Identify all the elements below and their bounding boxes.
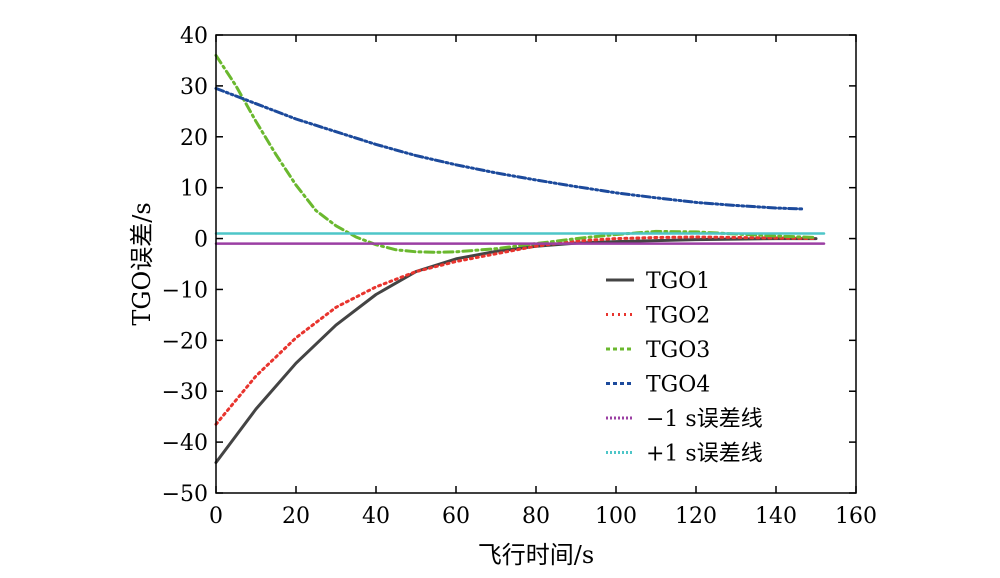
y-tick-label: −50: [162, 482, 208, 507]
y-tick-label: −20: [162, 329, 208, 354]
y-tick-label: −40: [162, 431, 208, 456]
y-tick-label: −30: [162, 380, 208, 405]
y-tick-label: 10: [180, 177, 208, 202]
y-tick-label: 0: [194, 228, 208, 253]
x-tick-label: 120: [675, 504, 717, 529]
legend-label-5: −1 s误差线: [646, 407, 763, 432]
y-tick-label: −10: [162, 278, 208, 303]
x-tick-label: 0: [209, 504, 223, 529]
y-tick-label: 20: [180, 126, 208, 151]
series-line-4: [214, 86, 806, 211]
x-tick-label: 160: [835, 504, 877, 529]
series-line-1: [214, 237, 818, 464]
legend-label-3: TGO3: [646, 338, 710, 363]
x-tick-label: 20: [282, 504, 310, 529]
y-axis-label: TGO误差/s: [128, 202, 156, 325]
legend-label-2: TGO2: [646, 304, 710, 329]
x-tick-label: 60: [442, 504, 470, 529]
legend-label-6: +1 s误差线: [646, 442, 763, 467]
legend: TGO1 TGO2 TGO3 TGO4 −1 s误差线 +1 s误差线: [606, 269, 763, 467]
y-tick-label: 30: [180, 75, 208, 100]
series-layer: [214, 53, 826, 464]
x-tick-label: 140: [755, 504, 797, 529]
ticks-layer: 0 20 40 60 80 100 120 140 160 −50 −40 −30 −20 −10 0 10 2…: [162, 24, 877, 529]
x-tick-label: 40: [362, 504, 390, 529]
x-tick-label: 80: [522, 504, 550, 529]
y-tick-label: 40: [180, 24, 208, 49]
legend-label-1: TGO1: [646, 269, 710, 294]
x-tick-label: 100: [595, 504, 637, 529]
series-line-3: [214, 53, 818, 254]
series-line-2: [214, 235, 818, 426]
x-axis-label: 飞行时间/s: [478, 541, 594, 569]
legend-label-4: TGO4: [646, 373, 710, 398]
